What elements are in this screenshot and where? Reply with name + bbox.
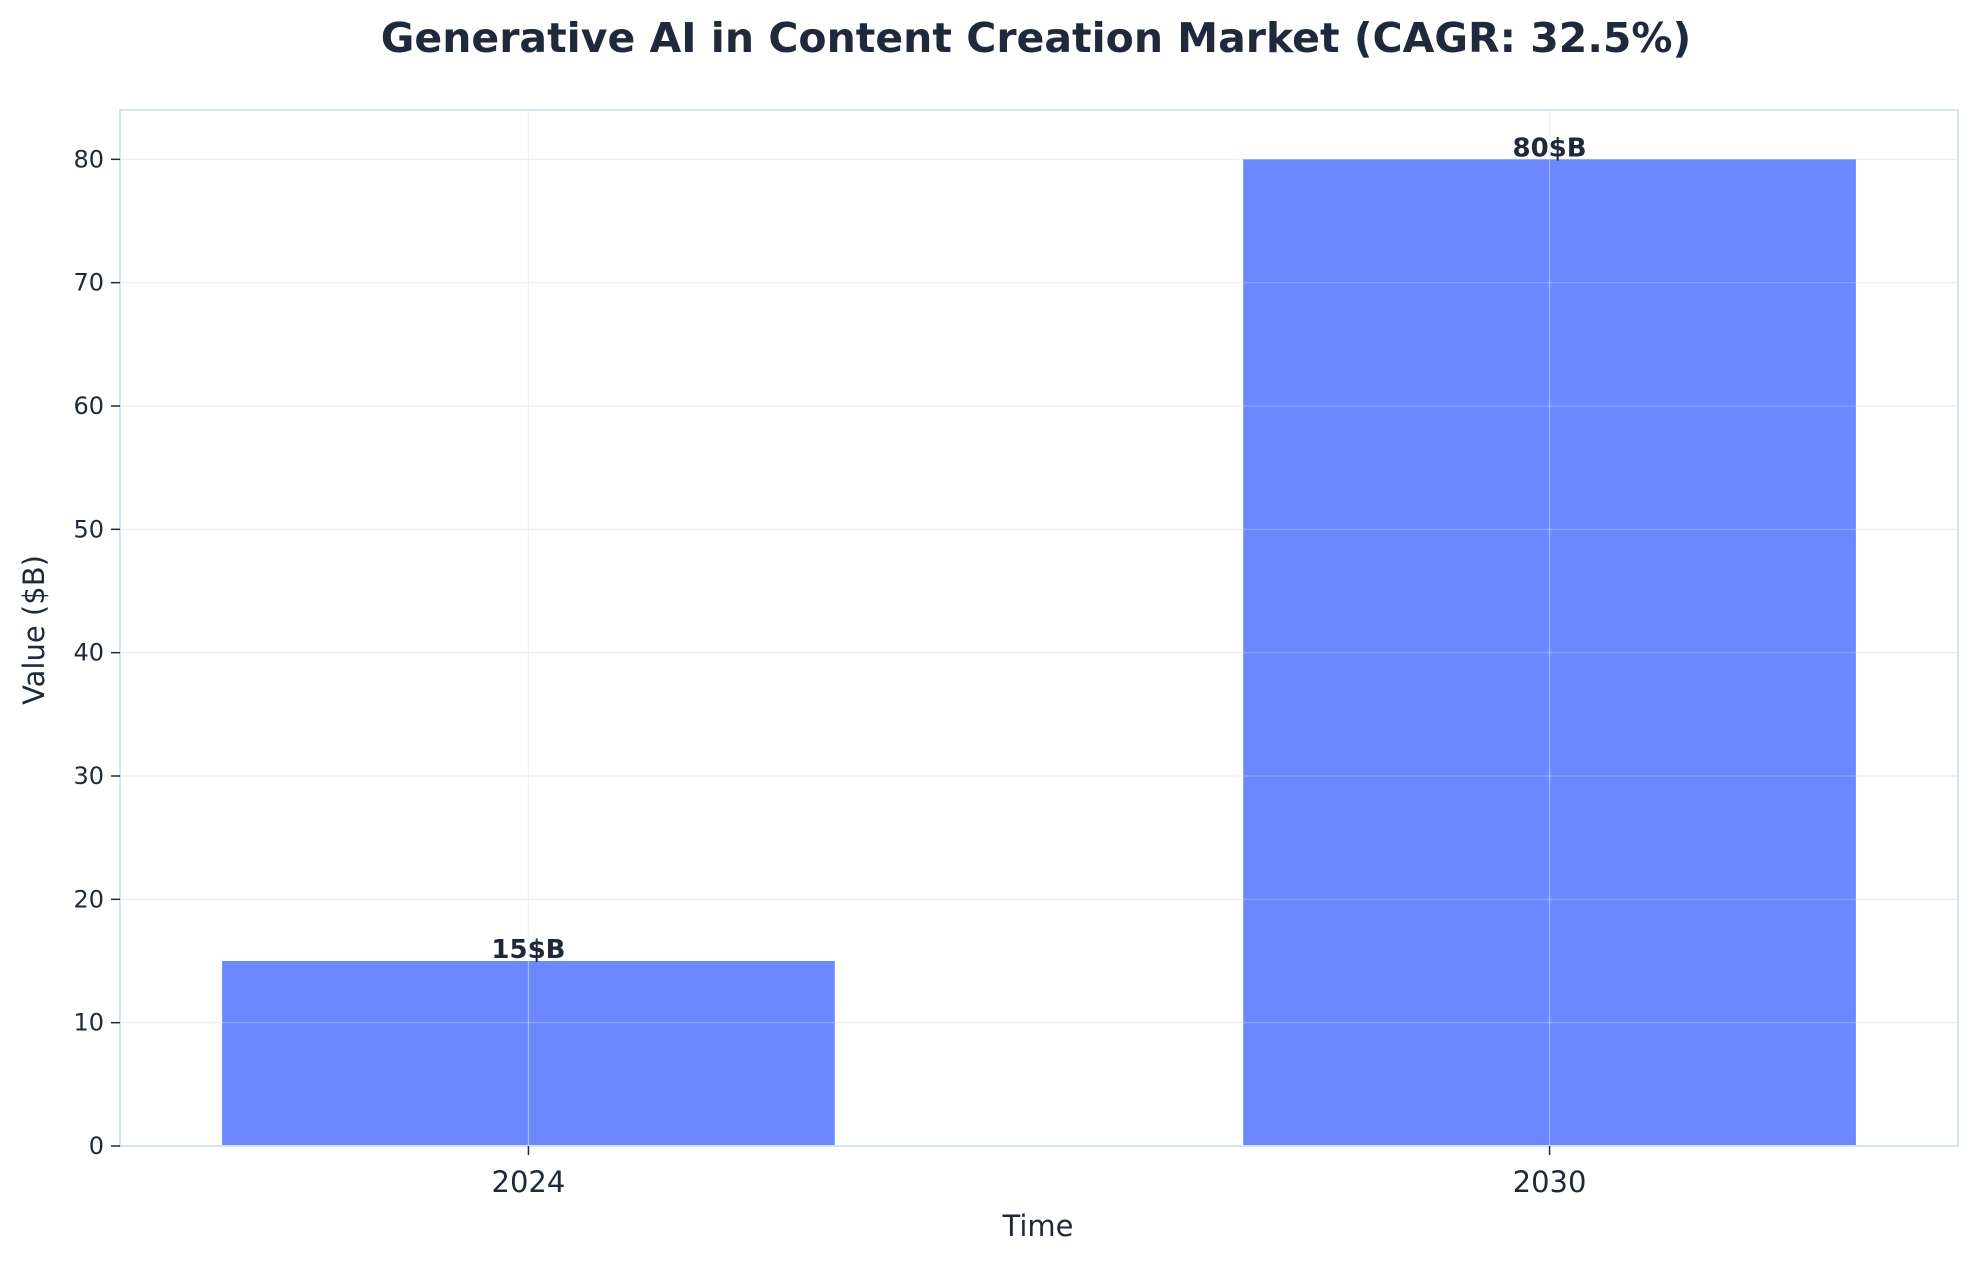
x-axis-label: Time: [1002, 1209, 1074, 1243]
y-tick-label: 30: [73, 762, 104, 790]
chart-title: Generative AI in Content Creation Market…: [381, 14, 1692, 62]
x-axis-ticks: 2024 2030: [492, 1146, 1587, 1199]
y-axis-label: Value ($B): [17, 555, 51, 705]
data-labels: 15$B 80$B: [491, 133, 1586, 965]
data-label-2030: 80$B: [1513, 133, 1587, 163]
y-tick-label: 0: [89, 1132, 104, 1160]
y-tick-label: 80: [73, 145, 104, 173]
vertical-gridlines: [222, 110, 1856, 1146]
y-tick-label: 20: [73, 885, 104, 913]
plot-area-frame: [119, 109, 1959, 1147]
y-tick-label: 50: [73, 515, 104, 543]
y-tick-label: 40: [73, 639, 104, 667]
x-tick-label: 2030: [1513, 1165, 1587, 1199]
y-axis-ticks: 0 10 20 30 40 50 60 70 80: [73, 145, 120, 1160]
x-tick-label: 2024: [492, 1165, 566, 1199]
y-tick-label: 70: [73, 269, 104, 297]
y-tick-label: 60: [73, 392, 104, 420]
y-tick-label: 10: [73, 1009, 104, 1037]
data-label-2024: 15$B: [491, 935, 565, 965]
